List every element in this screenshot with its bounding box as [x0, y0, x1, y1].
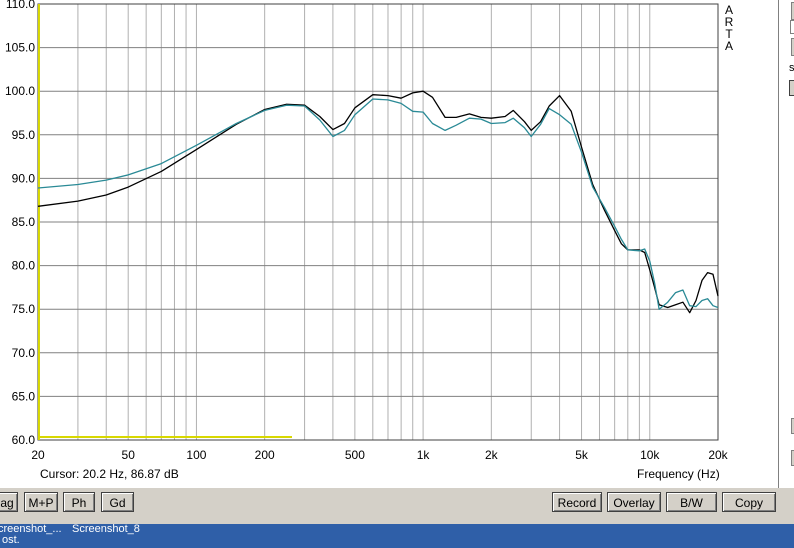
x-axis-label: Frequency (Hz)	[637, 467, 720, 481]
y-tick-label: 80.0	[12, 259, 36, 273]
x-tick-label: 10k	[640, 448, 660, 462]
y-tick-label: 105.0	[5, 41, 35, 55]
arta-logo: ARTA	[724, 3, 734, 53]
panel-control-5[interactable]	[791, 418, 794, 434]
overlay-button[interactable]: Overlay	[607, 492, 661, 512]
group-delay-button[interactable]: Gd	[101, 492, 134, 512]
y-tick-label: 85.0	[12, 215, 36, 229]
copy-button[interactable]: Copy	[722, 492, 776, 512]
y-tick-label: 75.0	[12, 302, 36, 316]
taskbar-subtext: ost.	[2, 534, 20, 546]
frequency-response-plot[interactable]: 110.0 105.0 100.0 95.0 90.0 85.0 80.0 75.0 70.0 6…	[0, 0, 778, 488]
x-tick-label: 20	[31, 448, 45, 462]
x-tick-label: 500	[345, 448, 365, 462]
y-tick-label: 60.0	[12, 433, 36, 447]
panel-control-1[interactable]	[791, 2, 794, 20]
cursor-readout: Cursor: 20.2 Hz, 86.87 dB	[40, 467, 179, 481]
y-tick-label: 70.0	[12, 346, 36, 360]
x-tick-label: 200	[255, 448, 275, 462]
x-tick-label: 2k	[485, 448, 499, 462]
y-tick-label: 110.0	[6, 0, 35, 11]
response-curve-2	[37, 98, 719, 310]
record-button[interactable]: Record	[552, 492, 602, 512]
response-curve-1	[37, 90, 719, 314]
bw-button[interactable]: B/W	[666, 492, 717, 512]
taskbar-item[interactable]: Screenshot_8	[72, 523, 140, 535]
y-tick-label: 95.0	[12, 128, 36, 142]
panel-control-2[interactable]	[790, 20, 794, 34]
panel-control-3[interactable]	[791, 38, 794, 56]
x-tick-label: 100	[186, 448, 206, 462]
panel-text: se	[789, 62, 794, 74]
mag-button[interactable]: ag	[0, 492, 18, 512]
bottom-toolbar: ag M+P Ph Gd Record Overlay B/W Copy	[0, 488, 794, 524]
taskbar-item[interactable]: creenshot_...	[0, 523, 62, 535]
phase-button[interactable]: Ph	[63, 492, 95, 512]
x-tick-label: 50	[122, 448, 136, 462]
panel-control-4[interactable]	[789, 80, 794, 96]
taskbar: creenshot_... Screenshot_8 ost.	[0, 523, 794, 548]
y-tick-label: 100.0	[5, 84, 35, 98]
y-tick-label: 90.0	[12, 171, 36, 185]
y-tick-label: 65.0	[12, 389, 36, 403]
panel-control-6[interactable]	[791, 450, 794, 466]
right-side-panel: se	[778, 0, 794, 488]
x-tick-label: 20k	[708, 448, 728, 462]
x-tick-label: 1k	[417, 448, 431, 462]
mp-button[interactable]: M+P	[24, 492, 58, 512]
x-tick-label: 5k	[575, 448, 589, 462]
plot-canvas: 110.0 105.0 100.0 95.0 90.0 85.0 80.0 75.0 70.0 6…	[5, 0, 729, 462]
